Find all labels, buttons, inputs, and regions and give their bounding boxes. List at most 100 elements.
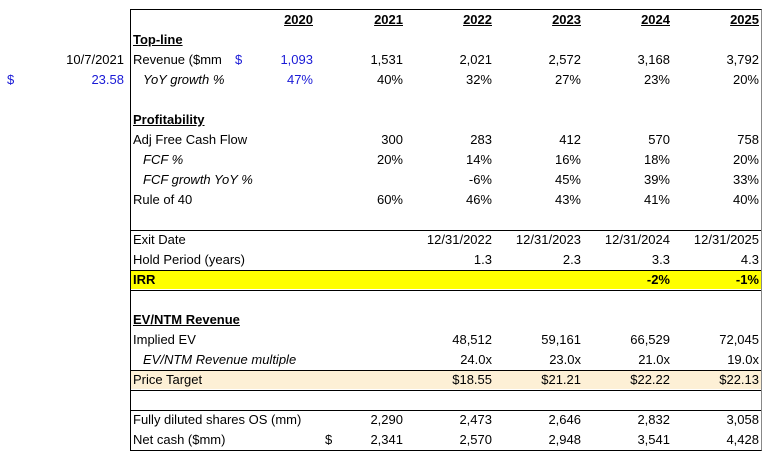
cell-value: 2,290 <box>370 412 403 427</box>
cell-value: 27% <box>554 72 581 87</box>
row-label: FCF % <box>143 152 184 167</box>
cell-value: 758 <box>737 132 759 147</box>
cell-value: 66,529 <box>630 332 670 347</box>
cell-value: 300 <box>381 132 403 147</box>
cell-value: 12/31/2024 <box>604 232 670 247</box>
cell-value: 60% <box>376 192 403 207</box>
cell-value: 47% <box>286 72 313 87</box>
year-header: 2024 <box>641 12 670 27</box>
cell-value: 20% <box>376 152 403 167</box>
row-label: Price Target <box>133 372 203 387</box>
cell-value: 3.3 <box>651 252 670 267</box>
cell-value: 2,021 <box>459 52 492 67</box>
row-line <box>131 290 761 291</box>
cell-value: 1,531 <box>370 52 403 67</box>
currency-symbol: $ <box>235 52 243 67</box>
row-label: YoY growth % <box>143 72 225 87</box>
cell-value: 2,948 <box>548 432 581 447</box>
row-label: Hold Period (years) <box>133 252 245 267</box>
side-note: 10/7/2021 <box>66 52 124 67</box>
cell-value: $18.55 <box>452 372 492 387</box>
cell-value: 21.0x <box>638 352 670 367</box>
cell-value: 4.3 <box>740 252 759 267</box>
row-label: Revenue ($mm <box>133 52 222 67</box>
cell-value: 20% <box>732 152 759 167</box>
section-title: Profitability <box>133 112 205 127</box>
section-title: Top-line <box>133 32 183 47</box>
cell-value: -1% <box>735 272 759 287</box>
side-currency: $ <box>7 72 15 87</box>
cell-value: -2% <box>646 272 670 287</box>
cell-value: 14% <box>465 152 492 167</box>
cell-value: 46% <box>465 192 492 207</box>
cell-value: 40% <box>376 72 403 87</box>
cell-value: 1.3 <box>473 252 492 267</box>
section-title: EV/NTM Revenue <box>133 312 240 327</box>
row-label: Fully diluted shares OS (mm) <box>133 412 302 427</box>
cell-value: 23% <box>643 72 670 87</box>
cell-value: 23.0x <box>549 352 581 367</box>
cell-value: 39% <box>643 172 670 187</box>
cell-value: 32% <box>465 72 492 87</box>
cell-value: 43% <box>554 192 581 207</box>
cell-value: 2,646 <box>548 412 581 427</box>
cell-value: 570 <box>648 132 670 147</box>
row-label: IRR <box>133 272 156 287</box>
row-line <box>131 270 761 271</box>
cell-value: 3,541 <box>637 432 670 447</box>
cell-value: 1,093 <box>280 52 313 67</box>
row-label: Implied EV <box>133 332 196 347</box>
row-label: Adj Free Cash Flow <box>133 132 248 147</box>
year-header: 2025 <box>730 12 759 27</box>
cell-value: 48,512 <box>452 332 492 347</box>
cell-value: 41% <box>643 192 670 207</box>
row-line <box>131 390 761 391</box>
cell-value: 2,572 <box>548 52 581 67</box>
cell-value: 59,161 <box>541 332 581 347</box>
cell-value: 33% <box>732 172 759 187</box>
cell-value: 3,168 <box>637 52 670 67</box>
row-label: Net cash ($mm) <box>133 432 226 447</box>
cell-value: 40% <box>732 192 759 207</box>
cell-value: -6% <box>468 172 492 187</box>
row-highlight <box>131 270 761 289</box>
row-label: EV/NTM Revenue multiple <box>143 352 297 367</box>
cell-value: 19.0x <box>727 352 759 367</box>
cell-value: 72,045 <box>719 332 759 347</box>
cell-value: 3,058 <box>726 412 759 427</box>
row-label: Rule of 40 <box>133 192 193 207</box>
cell-value: 16% <box>554 152 581 167</box>
currency-symbol: $ <box>325 432 333 447</box>
cell-value: 2,570 <box>459 432 492 447</box>
cell-value: 412 <box>559 132 581 147</box>
cell-value: 2,832 <box>637 412 670 427</box>
cell-value: 45% <box>554 172 581 187</box>
cell-value: 4,428 <box>726 432 759 447</box>
section-line <box>131 230 761 231</box>
row-highlight <box>131 370 761 389</box>
year-header: 2020 <box>284 12 313 27</box>
year-header: 2021 <box>374 12 403 27</box>
year-header: 2023 <box>552 12 581 27</box>
year-header: 2022 <box>463 12 492 27</box>
section-line <box>131 410 761 411</box>
cell-value: $22.22 <box>630 372 670 387</box>
cell-value: 2,341 <box>370 432 403 447</box>
row-label: Exit Date <box>133 232 186 247</box>
cell-value: 3,792 <box>726 52 759 67</box>
cell-value: 18% <box>643 152 670 167</box>
row-label: FCF growth YoY % <box>143 172 253 187</box>
cell-value: 2,473 <box>459 412 492 427</box>
cell-value: 283 <box>470 132 492 147</box>
cell-value: 20% <box>732 72 759 87</box>
row-line <box>131 370 761 371</box>
cell-value: 12/31/2022 <box>426 232 492 247</box>
cell-value: $22.13 <box>719 372 759 387</box>
cell-value: 2.3 <box>562 252 581 267</box>
cell-value: $21.21 <box>541 372 581 387</box>
side-note: 23.58 <box>91 72 124 87</box>
cell-value: 12/31/2025 <box>693 232 759 247</box>
cell-value: 24.0x <box>460 352 492 367</box>
cell-value: 12/31/2023 <box>515 232 581 247</box>
